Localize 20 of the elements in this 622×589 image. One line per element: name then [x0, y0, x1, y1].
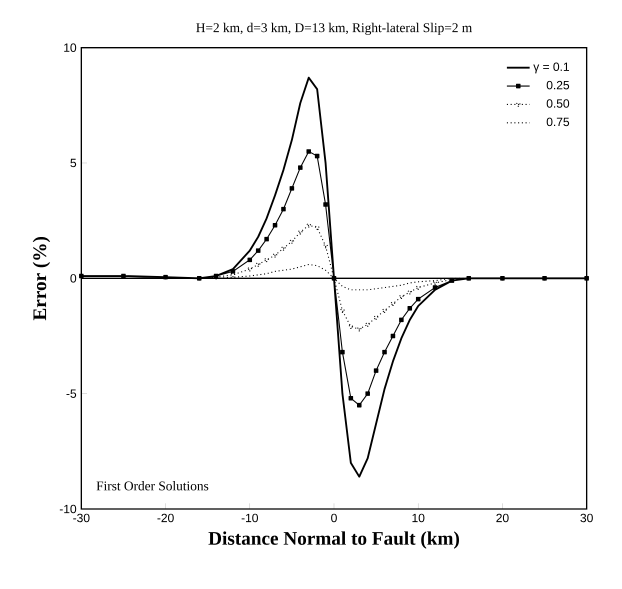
x-tick-label: -30	[73, 514, 90, 522]
x-tick-label: -10	[242, 514, 258, 522]
x-tick-label: 30	[580, 514, 593, 522]
x-tick-label: 20	[496, 514, 509, 522]
y-axis-title: Error (%)	[32, 236, 50, 320]
legend-label: γ = 0.1	[533, 62, 570, 74]
legend-label: 0.75	[546, 118, 570, 126]
y-tick-label: 0	[70, 274, 76, 283]
x-tick-label: -20	[157, 514, 174, 522]
chart-title: H=2 km, d=3 km, D=13 km, Right-lateral Slip=2 m	[196, 22, 472, 35]
y-tick-label: -10	[60, 504, 76, 514]
x-tick-label: 10	[412, 514, 424, 522]
annotation: First Order Solutions	[96, 481, 208, 490]
y-tick-label: 5	[70, 158, 76, 168]
x-axis-title: Distance Normal to Fault (km)	[208, 531, 459, 549]
y-tick-label: 10	[64, 43, 76, 52]
y-tick-label: -5	[66, 389, 76, 398]
x-tick-label: 0	[331, 514, 337, 522]
legend-label: 0.50	[546, 99, 570, 108]
legend-label: 0.25	[546, 80, 570, 90]
